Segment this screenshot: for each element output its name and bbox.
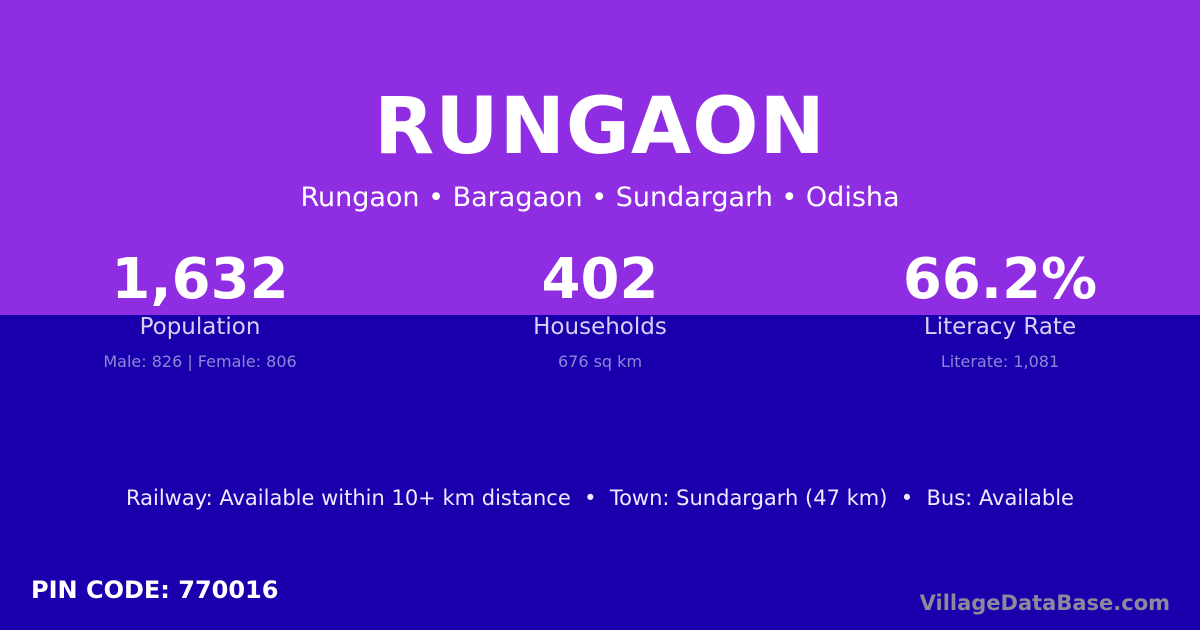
breadcrumb: Rungaon • Baragaon • Sundargarh • Odisha [300,182,900,213]
stat-value: 66.2% [902,247,1098,312]
stat-value: 1,632 [111,247,289,312]
stat-literacy: 66.2% Literacy Rate Literate: 1,081 [800,247,1200,372]
stat-detail: Literate: 1,081 [940,352,1060,371]
header-band [0,0,1200,315]
stat-households: 402 Households 676 sq km [400,247,800,372]
page-title: RUNGAON [374,82,826,172]
stat-population: 1,632 Population Male: 826 | Female: 806 [0,247,400,372]
stat-detail: Male: 826 | Female: 806 [103,352,297,371]
stat-label: Literacy Rate [923,314,1077,340]
stat-label: Households [533,314,667,340]
pin-code: PIN CODE: 770016 [31,576,279,604]
stat-detail: 676 sq km [557,352,643,371]
stat-label: Population [139,314,261,340]
brand-logo: VillageDataBase.com [919,591,1170,615]
stat-value: 402 [541,247,659,312]
connectivity-info: Railway: Available within 10+ km distanc… [126,486,1074,510]
